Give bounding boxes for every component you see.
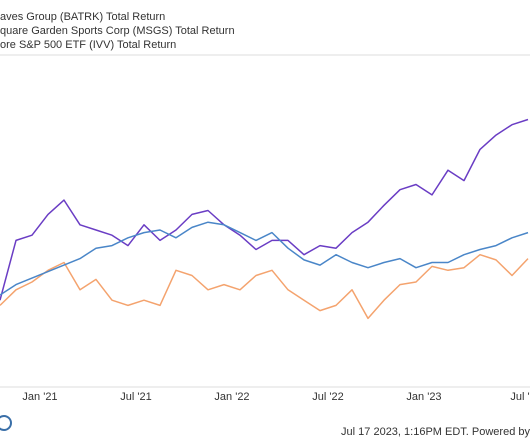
legend-label: ore S&P 500 ETF (IVV) Total Return: [0, 39, 176, 51]
x-tick-label: Jan '22: [214, 391, 249, 403]
legend-label: quare Garden Sports Corp (MSGS) Total Re…: [0, 25, 235, 37]
series-line: [0, 118, 529, 301]
legend-label: aves Group (BATRK) Total Return: [0, 11, 165, 23]
footer: Jul 17 2023, 1:16PM EDT. Powered by: [341, 426, 530, 438]
x-tick-label: Jan '21: [22, 391, 57, 403]
x-tick-label: Jul '21: [120, 391, 151, 403]
x-tick-label: Jan '23: [406, 391, 441, 403]
x-tick-label: Jul '22: [312, 391, 343, 403]
x-tick-label: Jul ': [510, 391, 529, 403]
series-line: [0, 253, 529, 320]
series-line: [0, 221, 529, 296]
logo: [0, 415, 12, 431]
